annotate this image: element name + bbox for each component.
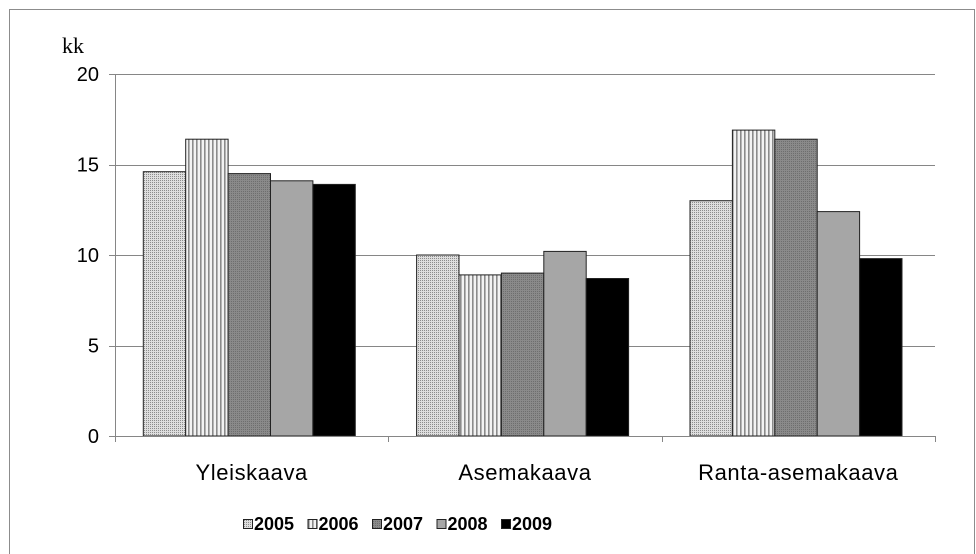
category-label-asemakaava: Asemakaava	[458, 460, 591, 485]
bar-2005-ranta-asemakaava	[689, 200, 733, 437]
axes	[115, 74, 935, 437]
legend-item-2006: 2006	[307, 514, 359, 534]
bar-2006-ranta-asemakaava	[731, 129, 776, 437]
bars	[142, 129, 903, 437]
y-axis-ticks: 0 5 10 15 20	[77, 64, 115, 448]
legend-label: 2005	[254, 514, 294, 534]
legend-label: 2008	[448, 514, 488, 534]
bar-2009-ranta-asemakaava	[859, 258, 903, 437]
legend-swatch	[501, 519, 511, 529]
bar-2008-asemakaava	[543, 250, 587, 437]
legend-item-2007: 2007	[372, 514, 423, 534]
bar-2006-yleiskaava	[185, 138, 229, 437]
x-axis-ticks	[115, 436, 936, 442]
bar-2005-yleiskaava	[142, 171, 187, 437]
bar-2005-asemakaava	[416, 254, 460, 437]
y-tick-label: 0	[88, 426, 99, 448]
legend-label: 2009	[512, 514, 552, 534]
legend-swatch	[243, 519, 253, 529]
bar-2008-ranta-asemakaava	[816, 211, 861, 437]
legend-swatch	[436, 519, 447, 529]
bar-2007-ranta-asemakaava	[774, 138, 818, 437]
bar-2009-asemakaava	[585, 278, 630, 437]
bar-2007-yleiskaava	[227, 173, 272, 437]
legend-item-2008: 2008	[436, 514, 488, 534]
legend-swatch	[307, 519, 318, 529]
y-tick-label: 20	[77, 64, 99, 86]
chart-border	[9, 9, 975, 554]
legend-item-2005: 2005	[243, 514, 294, 534]
legend-item-2009: 2009	[501, 514, 552, 534]
legend-swatch	[372, 519, 382, 529]
legend: 2005 2006 2007 2008 2009	[243, 514, 552, 534]
category-label-yleiskaava: Yleiskaava	[196, 460, 309, 485]
legend-label: 2007	[383, 514, 423, 534]
y-tick-label: 5	[88, 336, 99, 358]
legend-label: 2006	[319, 514, 359, 534]
y-tick-label: 15	[77, 155, 99, 177]
y-tick-label: 10	[77, 245, 99, 267]
category-label-ranta-asemakaava: Ranta-asemakaava	[698, 460, 899, 485]
bar-2009-yleiskaava	[312, 183, 356, 437]
bar-2007-asemakaava	[500, 272, 545, 437]
bar-2006-asemakaava	[458, 274, 502, 437]
x-axis-labels: Yleiskaava Asemakaava Ranta-asemakaava	[196, 460, 899, 485]
y-axis-unit-label: kk	[62, 33, 84, 58]
bar-2008-yleiskaava	[270, 180, 314, 437]
